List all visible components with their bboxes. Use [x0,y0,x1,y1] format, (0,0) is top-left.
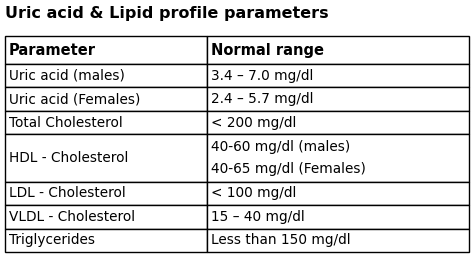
Bar [207,229,469,252]
Bar [5,182,207,205]
Bar [207,87,469,111]
Bar [207,111,469,134]
Bar [207,182,469,205]
Text: 40-65 mg/dl (Females): 40-65 mg/dl (Females) [210,162,365,176]
Text: LDL - Cholesterol: LDL - Cholesterol [9,186,125,200]
Text: 2.4 – 5.7 mg/dl: 2.4 – 5.7 mg/dl [210,92,313,106]
Text: < 100 mg/dl: < 100 mg/dl [210,186,296,200]
Bar [207,134,469,182]
Text: 15 – 40 mg/dl: 15 – 40 mg/dl [210,210,304,224]
Bar [5,64,207,87]
Text: Parameter: Parameter [9,42,96,58]
Bar [5,205,207,229]
Text: Normal range: Normal range [210,42,324,58]
Text: 3.4 – 7.0 mg/dl: 3.4 – 7.0 mg/dl [210,69,313,83]
Bar [207,36,469,64]
Bar [5,134,207,182]
Text: Uric acid & Lipid profile parameters: Uric acid & Lipid profile parameters [5,6,328,21]
Text: Uric acid (Females): Uric acid (Females) [9,92,140,106]
Bar [5,229,207,252]
Text: 40-60 mg/dl (males): 40-60 mg/dl (males) [210,140,350,154]
Text: VLDL - Cholesterol: VLDL - Cholesterol [9,210,135,224]
Text: Triglycerides: Triglycerides [9,233,94,247]
Text: Uric acid (males): Uric acid (males) [9,69,124,83]
Bar [5,111,207,134]
Text: Less than 150 mg/dl: Less than 150 mg/dl [210,233,350,247]
Bar [207,205,469,229]
Bar [207,64,469,87]
Text: Total Cholesterol: Total Cholesterol [9,116,122,130]
Text: < 200 mg/dl: < 200 mg/dl [210,116,296,130]
Bar [5,87,207,111]
Text: HDL - Cholesterol: HDL - Cholesterol [9,151,128,165]
Bar [5,36,207,64]
